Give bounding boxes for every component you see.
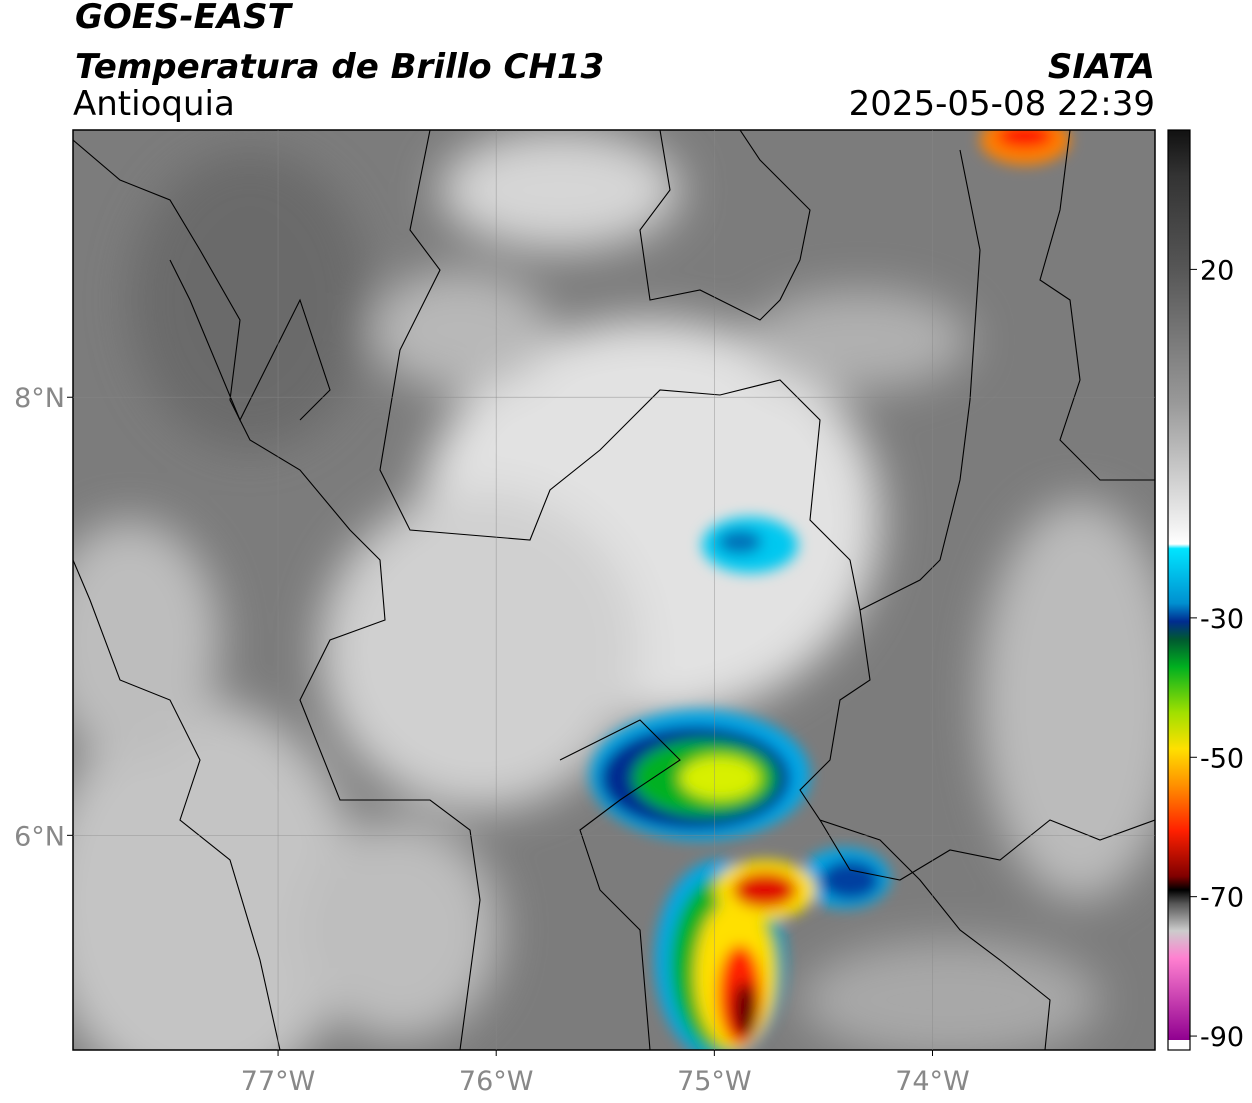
colorbar-frame [1167,129,1191,1051]
x-tick-label: 74°W [895,1066,970,1097]
subtitle: Temperatura de Brillo CH13 [75,47,604,87]
colorbar-tick-label: -30 [1200,604,1244,635]
x-tick-label: 76°W [459,1066,534,1097]
colorbar-tick-label: -90 [1200,1022,1244,1053]
map-imagery [73,130,1155,1050]
colorbar-under [1168,1040,1190,1050]
map-frame [72,129,1156,1051]
timestamp: 2025-05-08 22:39 [849,84,1155,124]
source: SIATA [1048,47,1155,87]
x-tick-label: 77°W [241,1066,316,1097]
title: GOES-EAST [75,0,294,37]
region: Antioquia [73,84,235,124]
colorbar-tick-label: -50 [1200,743,1244,774]
colorbar-tick-label: -70 [1200,883,1244,914]
y-tick-label: 8°N [14,383,65,414]
colorbar [1168,130,1190,1040]
y-tick-label: 6°N [14,821,65,852]
x-tick-label: 75°W [677,1066,752,1097]
colorbar-tick-label: 20 [1200,255,1234,286]
